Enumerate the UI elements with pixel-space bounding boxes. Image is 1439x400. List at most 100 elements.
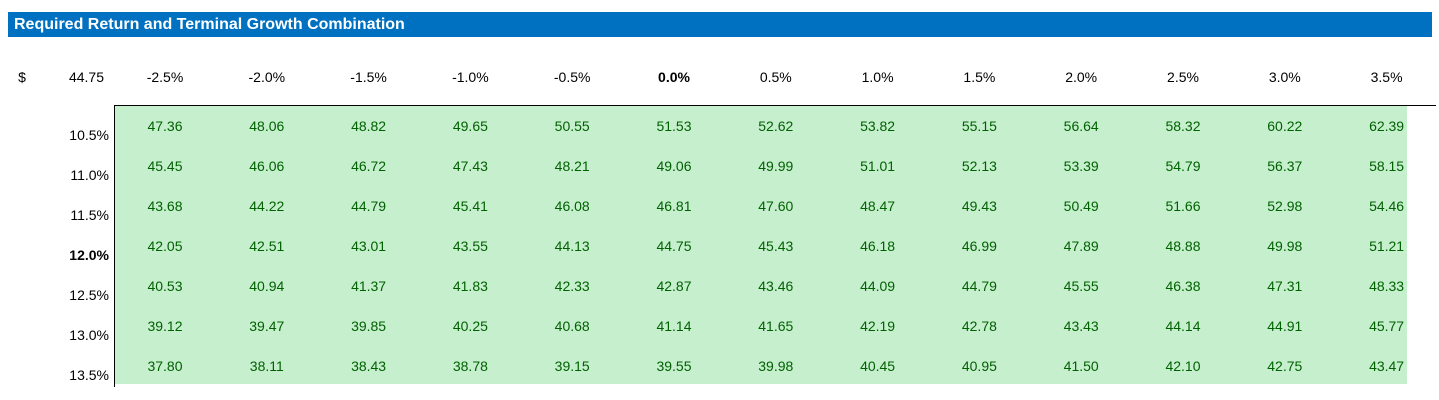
value-cell: 40.68 bbox=[554, 318, 590, 334]
value-cell: 46.81 bbox=[656, 198, 692, 214]
value-cell: 46.06 bbox=[249, 158, 285, 174]
value-cell: 45.43 bbox=[758, 238, 794, 254]
value-cell: 46.18 bbox=[860, 238, 896, 254]
column-header: 1.5% bbox=[963, 69, 996, 85]
value-cell: 44.91 bbox=[1267, 318, 1303, 334]
column-header: 0.0% bbox=[658, 69, 690, 85]
value-cell: 47.89 bbox=[1063, 238, 1099, 254]
column-header: 3.5% bbox=[1370, 69, 1403, 85]
value-cell: 52.13 bbox=[961, 158, 997, 174]
value-cell: 39.55 bbox=[656, 358, 692, 374]
row-label: 10.5% bbox=[69, 127, 109, 143]
value-cell: 49.06 bbox=[656, 158, 692, 174]
value-cell: 58.15 bbox=[1369, 158, 1405, 174]
value-cell: 40.45 bbox=[860, 358, 896, 374]
value-cell: 46.08 bbox=[554, 198, 590, 214]
value-cell: 42.05 bbox=[147, 238, 183, 254]
value-cell: 58.32 bbox=[1165, 118, 1201, 134]
value-cell: 43.01 bbox=[351, 238, 387, 254]
value-cell: 40.53 bbox=[147, 278, 183, 294]
value-cell: 51.53 bbox=[656, 118, 692, 134]
value-cell: 48.82 bbox=[351, 118, 387, 134]
value-cell: 48.47 bbox=[860, 198, 896, 214]
column-header: -1.0% bbox=[452, 69, 489, 85]
value-cell: 45.77 bbox=[1369, 318, 1405, 334]
value-cell: 41.83 bbox=[452, 278, 488, 294]
value-cell: 51.01 bbox=[860, 158, 896, 174]
value-cell: 44.79 bbox=[351, 198, 387, 214]
value-cell: 45.55 bbox=[1063, 278, 1099, 294]
column-header: 2.0% bbox=[1065, 69, 1098, 85]
value-cell: 56.64 bbox=[1063, 118, 1099, 134]
row-label: 12.0% bbox=[69, 247, 109, 263]
value-cell: 43.46 bbox=[758, 278, 794, 294]
value-cell: 52.98 bbox=[1267, 198, 1303, 214]
value-cell: 41.37 bbox=[351, 278, 387, 294]
value-cell: 44.22 bbox=[249, 198, 285, 214]
value-cell: 51.66 bbox=[1165, 198, 1201, 214]
value-cell: 48.88 bbox=[1165, 238, 1201, 254]
value-cell: 54.46 bbox=[1369, 198, 1405, 214]
value-cell: 43.55 bbox=[452, 238, 488, 254]
value-cell: 46.99 bbox=[961, 238, 997, 254]
value-cell: 46.38 bbox=[1165, 278, 1201, 294]
value-cell: 43.47 bbox=[1369, 358, 1405, 374]
value-cell: 39.85 bbox=[351, 318, 387, 334]
value-cell: 44.13 bbox=[554, 238, 590, 254]
column-header: -2.0% bbox=[248, 69, 286, 85]
value-cell: 54.79 bbox=[1165, 158, 1201, 174]
value-cell: 39.47 bbox=[249, 318, 285, 334]
column-header: 0.5% bbox=[759, 69, 792, 85]
value-cell: 44.14 bbox=[1165, 318, 1201, 334]
value-cell: 40.95 bbox=[961, 358, 997, 374]
column-header: 1.0% bbox=[861, 69, 894, 85]
value-cell: 40.94 bbox=[249, 278, 285, 294]
value-cell: 49.99 bbox=[758, 158, 794, 174]
value-cell: 47.36 bbox=[147, 118, 183, 134]
value-cell: 41.50 bbox=[1063, 358, 1099, 374]
value-cell: 45.41 bbox=[452, 198, 488, 214]
border-left bbox=[114, 105, 115, 387]
value-area bbox=[115, 106, 1407, 384]
value-cell: 43.68 bbox=[147, 198, 183, 214]
value-cell: 47.60 bbox=[758, 198, 794, 214]
column-header: -0.5% bbox=[553, 69, 591, 85]
value-cell: 41.14 bbox=[656, 318, 692, 334]
value-cell: 42.33 bbox=[554, 278, 590, 294]
value-cell: 50.55 bbox=[554, 118, 590, 134]
value-cell: 41.65 bbox=[758, 318, 794, 334]
value-cell: 49.43 bbox=[961, 198, 997, 214]
value-cell: 40.25 bbox=[452, 318, 488, 334]
value-cell: 39.15 bbox=[554, 358, 590, 374]
row-label: 13.0% bbox=[69, 327, 109, 343]
column-header: 2.5% bbox=[1167, 69, 1199, 85]
value-cell: 50.49 bbox=[1063, 198, 1099, 214]
value-cell: 56.37 bbox=[1267, 158, 1303, 174]
value-cell: 48.06 bbox=[249, 118, 285, 134]
value-cell: 38.43 bbox=[351, 358, 387, 374]
value-cell: 53.82 bbox=[860, 118, 896, 134]
row-label: 11.5% bbox=[70, 207, 109, 223]
value-cell: 42.87 bbox=[656, 278, 692, 294]
value-cell: 42.78 bbox=[961, 318, 997, 334]
value-cell: 39.98 bbox=[758, 358, 794, 374]
value-cell: 62.39 bbox=[1369, 118, 1405, 134]
value-cell: 43.43 bbox=[1063, 318, 1099, 334]
value-cell: 51.21 bbox=[1369, 238, 1405, 254]
value-cell: 44.79 bbox=[961, 278, 997, 294]
title-bar: Required Return and Terminal Growth Comb… bbox=[8, 12, 1432, 37]
column-header: -2.5% bbox=[146, 69, 184, 85]
value-cell: 42.10 bbox=[1165, 358, 1201, 374]
border-top bbox=[114, 105, 1436, 106]
value-cell: 47.31 bbox=[1267, 278, 1303, 294]
row-label: 12.5% bbox=[69, 287, 109, 303]
value-cell: 44.09 bbox=[860, 278, 896, 294]
value-cell: 42.51 bbox=[249, 238, 285, 254]
value-cell: 47.43 bbox=[452, 158, 488, 174]
title: Required Return and Terminal Growth Comb… bbox=[14, 16, 405, 33]
value-cell: 38.11 bbox=[249, 358, 284, 374]
corner-value: 44.75 bbox=[68, 69, 104, 85]
value-cell: 37.80 bbox=[147, 358, 183, 374]
value-cell: 44.75 bbox=[656, 238, 692, 254]
